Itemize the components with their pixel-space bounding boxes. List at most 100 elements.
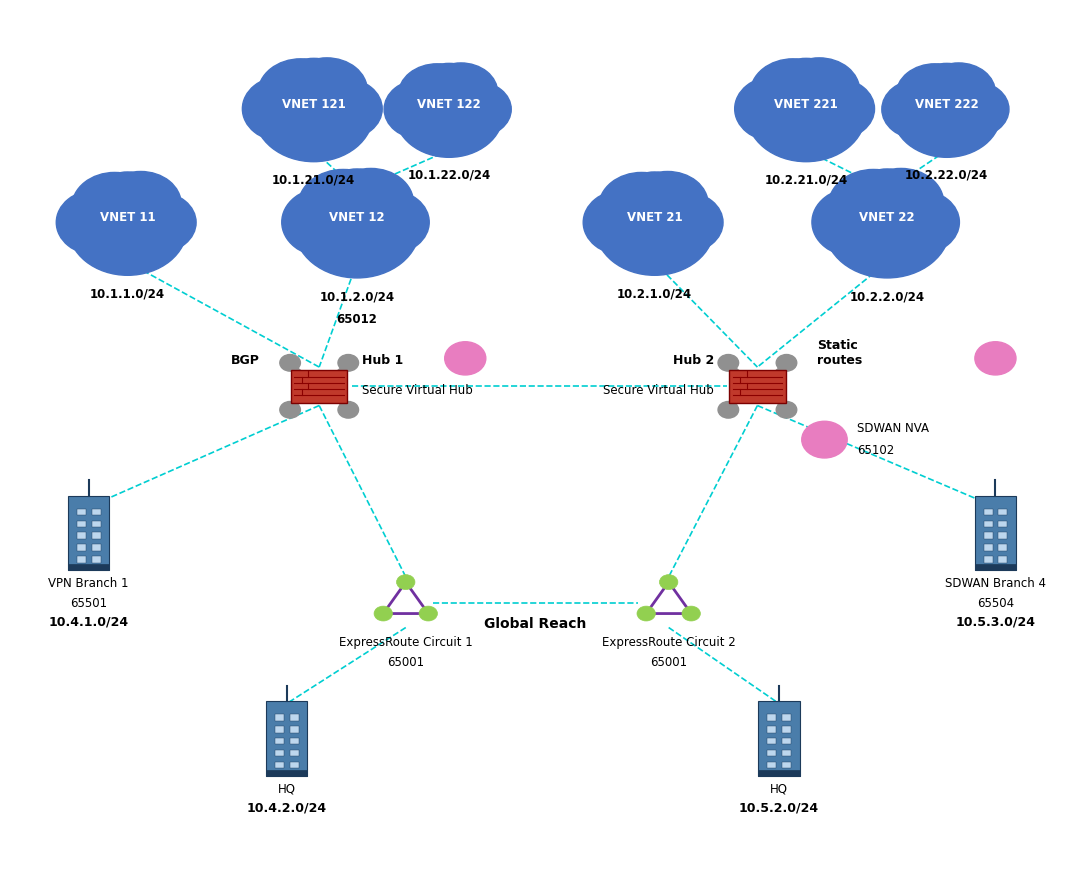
Text: 65001: 65001 xyxy=(387,656,424,669)
Circle shape xyxy=(858,169,944,238)
Circle shape xyxy=(287,58,367,123)
FancyBboxPatch shape xyxy=(767,738,776,745)
Text: Hub 1: Hub 1 xyxy=(362,354,404,367)
Circle shape xyxy=(417,64,481,116)
Circle shape xyxy=(419,607,437,621)
Text: SDWAN Branch 4: SDWAN Branch 4 xyxy=(945,577,1046,590)
FancyBboxPatch shape xyxy=(782,750,791,756)
FancyBboxPatch shape xyxy=(275,750,283,756)
Text: 65504: 65504 xyxy=(977,596,1014,609)
FancyBboxPatch shape xyxy=(758,770,800,776)
Text: 10.1.21.0/24: 10.1.21.0/24 xyxy=(273,174,355,187)
FancyBboxPatch shape xyxy=(92,545,101,551)
FancyBboxPatch shape xyxy=(984,545,992,551)
Circle shape xyxy=(747,66,866,162)
Circle shape xyxy=(374,607,393,621)
FancyBboxPatch shape xyxy=(999,532,1007,539)
FancyBboxPatch shape xyxy=(984,509,992,516)
FancyBboxPatch shape xyxy=(767,726,776,732)
Circle shape xyxy=(802,421,847,458)
Text: 10.2.2.0/24: 10.2.2.0/24 xyxy=(849,290,925,303)
FancyBboxPatch shape xyxy=(77,521,85,527)
FancyBboxPatch shape xyxy=(77,532,85,539)
Circle shape xyxy=(280,401,301,418)
Circle shape xyxy=(800,79,874,139)
FancyBboxPatch shape xyxy=(782,726,791,732)
Circle shape xyxy=(307,79,382,139)
Circle shape xyxy=(121,192,196,253)
Circle shape xyxy=(56,190,137,255)
FancyBboxPatch shape xyxy=(984,532,992,539)
Circle shape xyxy=(881,191,960,254)
Text: 10.4.1.0/24: 10.4.1.0/24 xyxy=(49,615,129,628)
Circle shape xyxy=(896,64,974,127)
Circle shape xyxy=(595,179,714,275)
Text: VNET 121: VNET 121 xyxy=(282,98,345,110)
Text: 65012: 65012 xyxy=(337,314,378,326)
FancyBboxPatch shape xyxy=(975,496,1016,570)
Circle shape xyxy=(619,172,690,230)
Text: VNET 21: VNET 21 xyxy=(626,212,683,224)
Text: VNET 222: VNET 222 xyxy=(915,99,978,111)
Circle shape xyxy=(444,82,511,136)
FancyBboxPatch shape xyxy=(290,714,299,721)
Circle shape xyxy=(398,64,476,127)
Circle shape xyxy=(735,76,816,142)
FancyBboxPatch shape xyxy=(984,521,992,527)
FancyBboxPatch shape xyxy=(782,738,791,745)
Text: Global Reach: Global Reach xyxy=(485,617,586,631)
Circle shape xyxy=(384,80,458,139)
FancyBboxPatch shape xyxy=(275,761,283,768)
FancyBboxPatch shape xyxy=(266,770,307,776)
Circle shape xyxy=(922,63,995,122)
Circle shape xyxy=(776,401,796,418)
Text: HQ: HQ xyxy=(770,783,788,795)
Circle shape xyxy=(101,171,181,237)
Circle shape xyxy=(975,342,1016,375)
Text: 65501: 65501 xyxy=(70,596,107,609)
FancyBboxPatch shape xyxy=(275,738,283,745)
Circle shape xyxy=(682,607,700,621)
FancyBboxPatch shape xyxy=(92,532,101,539)
FancyBboxPatch shape xyxy=(782,761,791,768)
Circle shape xyxy=(824,177,950,278)
Circle shape xyxy=(828,170,919,242)
Text: VNET 22: VNET 22 xyxy=(859,211,915,224)
FancyBboxPatch shape xyxy=(92,521,101,527)
Text: VNET 122: VNET 122 xyxy=(418,99,480,111)
Circle shape xyxy=(940,82,1008,136)
Circle shape xyxy=(298,170,388,242)
FancyBboxPatch shape xyxy=(77,556,85,563)
Circle shape xyxy=(254,66,373,162)
Circle shape xyxy=(424,63,498,122)
FancyBboxPatch shape xyxy=(999,521,1007,527)
Circle shape xyxy=(395,70,503,157)
FancyBboxPatch shape xyxy=(758,701,800,776)
Text: 10.4.2.0/24: 10.4.2.0/24 xyxy=(247,802,327,815)
Text: 10.1.2.0/24: 10.1.2.0/24 xyxy=(319,290,395,303)
Circle shape xyxy=(281,188,367,257)
Circle shape xyxy=(294,177,420,278)
Circle shape xyxy=(242,76,324,142)
Circle shape xyxy=(71,172,158,242)
Circle shape xyxy=(718,355,739,371)
FancyBboxPatch shape xyxy=(767,750,776,756)
Circle shape xyxy=(750,59,835,128)
Circle shape xyxy=(258,59,343,128)
FancyBboxPatch shape xyxy=(290,726,299,732)
FancyBboxPatch shape xyxy=(729,370,786,403)
Text: VNET 221: VNET 221 xyxy=(775,98,837,110)
FancyBboxPatch shape xyxy=(782,714,791,721)
Text: Hub 2: Hub 2 xyxy=(673,354,714,367)
Circle shape xyxy=(770,59,842,116)
Circle shape xyxy=(637,607,656,621)
FancyBboxPatch shape xyxy=(999,509,1007,516)
Text: 65102: 65102 xyxy=(857,444,894,457)
Circle shape xyxy=(92,172,163,230)
FancyBboxPatch shape xyxy=(290,750,299,756)
Circle shape xyxy=(338,401,358,418)
FancyBboxPatch shape xyxy=(975,565,1016,570)
Text: SDWAN NVA: SDWAN NVA xyxy=(857,422,929,435)
Circle shape xyxy=(660,575,677,589)
FancyBboxPatch shape xyxy=(767,714,776,721)
